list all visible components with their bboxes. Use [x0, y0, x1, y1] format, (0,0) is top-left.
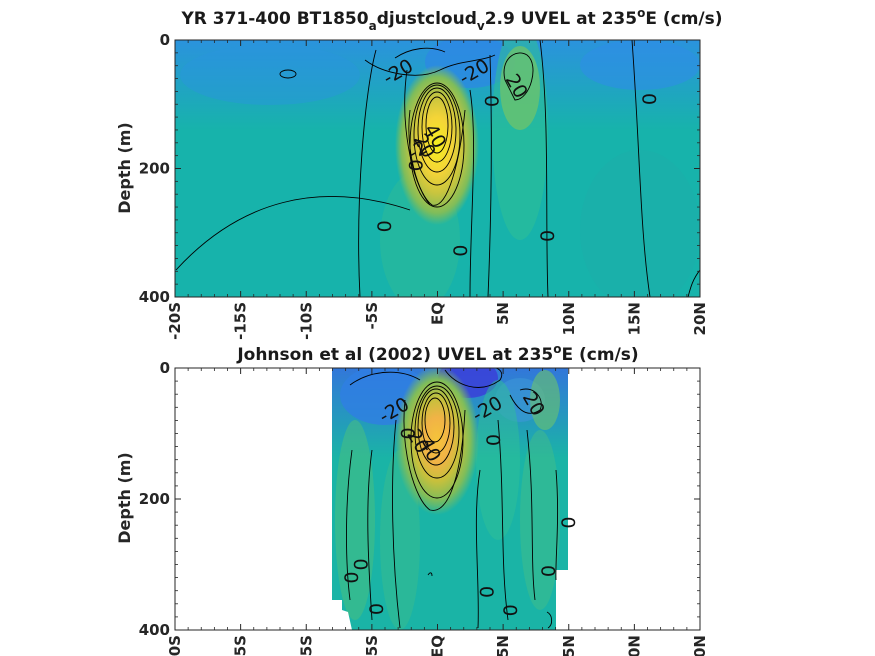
- y-axis-label: Depth (m): [115, 452, 134, 544]
- contour-label: 0: [483, 434, 505, 446]
- contour-lines: [346, 368, 559, 629]
- contour-label: 0: [639, 93, 661, 105]
- x-tick-label: 5S: [297, 635, 315, 656]
- heatmap-field: [332, 368, 568, 630]
- panel-bottom: Johnson et al (2002) UVEL at 235oE (cm/s…: [115, 342, 709, 656]
- x-tick-label: 0S: [166, 635, 184, 656]
- x-tick-label: 5N: [560, 635, 578, 656]
- contour-label: 0: [537, 230, 559, 242]
- x-tick-label: 0N: [625, 635, 643, 656]
- contour-label: 0: [558, 517, 580, 529]
- contour-label: 0: [500, 604, 522, 616]
- contour-label: 0: [406, 159, 428, 171]
- x-tick-label: EQ: [429, 302, 447, 325]
- axis-ticks: -20S -15S -10S -5S EQ 5N 10N 15N 20N 0 200 400: [139, 31, 709, 340]
- contour-label: 0: [482, 95, 504, 107]
- x-tick-label: 15N: [625, 302, 643, 335]
- contour-label: 0: [350, 558, 372, 570]
- y-tick-label: 0: [160, 31, 170, 49]
- y-tick-label: 400: [139, 621, 170, 639]
- y-tick-label: 200: [139, 160, 170, 178]
- x-tick-label: -20S: [166, 302, 184, 340]
- x-tick-label: -15S: [232, 302, 250, 340]
- contour-label: 0: [398, 427, 420, 439]
- x-tick-label: 5S: [363, 635, 381, 656]
- contour-lines: [175, 40, 700, 297]
- axis-ticks: 0S 5S 5S 5S EQ 5N 5N 0N 0N 0 200 400: [139, 359, 709, 656]
- heatmap-field: [175, 40, 700, 297]
- chart-title: YR 371-400 BT1850adjustcloudv2.9 UVEL at…: [180, 6, 722, 33]
- contour-label: 0: [374, 220, 396, 232]
- x-tick-label: EQ: [429, 635, 447, 656]
- contour-label: 0: [538, 565, 560, 577]
- x-tick-label: -10S: [297, 302, 315, 340]
- y-tick-label: 400: [139, 288, 170, 306]
- x-tick-label: 0N: [691, 635, 709, 656]
- y-tick-label: 0: [160, 359, 170, 377]
- x-tick-label: 5N: [494, 635, 512, 656]
- contour-label: 0: [366, 603, 388, 615]
- y-axis-label: Depth (m): [115, 122, 134, 214]
- contour-label: 0: [450, 245, 472, 257]
- contour-label: 0: [476, 586, 498, 598]
- panel-top: YR 371-400 BT1850adjustcloudv2.9 UVEL at…: [115, 6, 723, 340]
- x-tick-label: 10N: [560, 302, 578, 335]
- x-tick-label: -5S: [363, 302, 381, 329]
- contour-label: 0: [341, 572, 363, 584]
- x-tick-label: 5S: [232, 635, 250, 656]
- chart-title: Johnson et al (2002) UVEL at 235oE (cm/s…: [236, 342, 638, 365]
- x-tick-label: 20N: [691, 302, 709, 335]
- x-tick-label: 5N: [494, 302, 512, 325]
- y-tick-label: 200: [139, 490, 170, 508]
